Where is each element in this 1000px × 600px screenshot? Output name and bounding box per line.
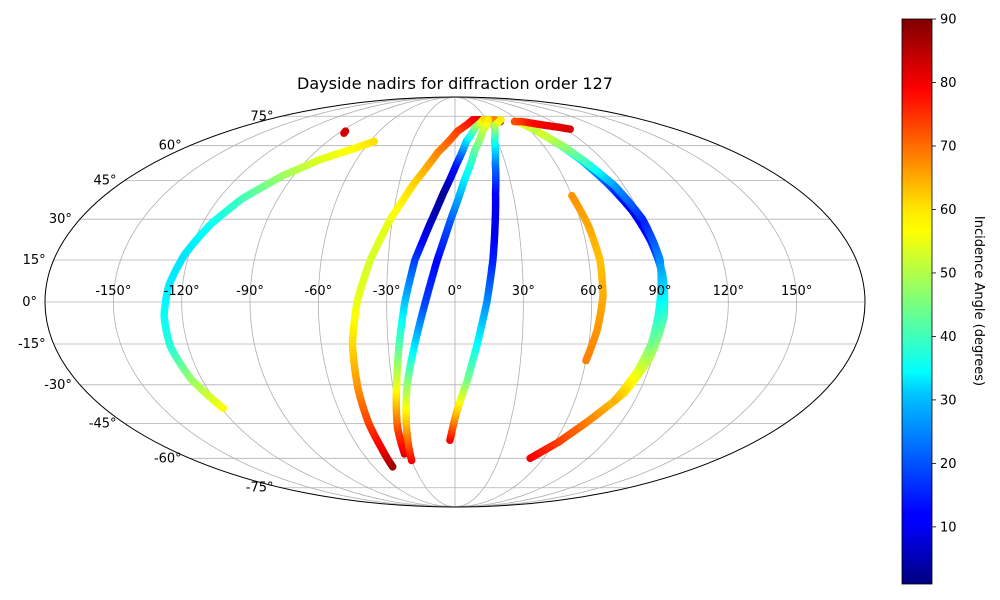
latitude-tick-label: 0°: [22, 295, 37, 310]
latitude-tick-label: 75°: [250, 109, 273, 124]
longitude-tick-labels: -150° -120° -90° -60° -30° 0° 30° 60° 90° 120° 150…: [95, 284, 812, 299]
latitude-tick-label: -30°: [44, 378, 72, 393]
colorbar-tick-label: 60: [940, 203, 957, 218]
colorbar-tick-label: 50: [940, 266, 957, 281]
data-point: [497, 115, 505, 124]
latitude-tick-label: -45°: [89, 416, 117, 431]
latitude-tick-label: 45°: [94, 174, 117, 189]
longitude-tick-label: 90°: [648, 284, 671, 299]
latitude-tick-label: -60°: [154, 451, 182, 466]
meridian-line: [249, 97, 456, 507]
meridian-line: [454, 97, 593, 507]
longitude-tick-label: -30°: [373, 284, 401, 299]
colorbar-tick-label: 40: [940, 330, 957, 345]
colorbar-tick-label: 30: [940, 393, 957, 408]
longitude-tick-label: -90°: [236, 284, 264, 299]
data-points: [160, 115, 669, 471]
longitude-tick-label: 0°: [448, 284, 463, 299]
longitude-tick-label: -120°: [164, 284, 200, 299]
colorbar-tick-label: 70: [940, 139, 957, 154]
meridian-line: [454, 97, 524, 507]
meridian-line: [454, 97, 798, 507]
meridian-line: [181, 97, 456, 507]
colorbar: [901, 18, 933, 585]
meridian-line: [454, 97, 729, 507]
colorbar-tick-label: 20: [940, 457, 957, 472]
data-point: [536, 129, 545, 137]
latitude-tick-label: 60°: [159, 139, 182, 154]
longitude-tick-label: 150°: [781, 284, 812, 299]
data-point: [341, 127, 350, 135]
latitude-tick-label: -15°: [18, 337, 46, 352]
latitude-tick-label: -75°: [246, 481, 274, 496]
longitude-tick-label: -150°: [95, 284, 131, 299]
data-point: [566, 125, 574, 133]
map-border: [44, 96, 866, 508]
grid: [45, 97, 865, 507]
meridian-line: [112, 97, 456, 507]
colorbar-label: Incidence Angle (degrees): [971, 216, 986, 386]
data-point: [484, 115, 493, 124]
data-point: [370, 137, 379, 146]
latitude-tick-label: 30°: [49, 212, 72, 227]
longitude-tick-label: -60°: [304, 284, 332, 299]
chart-title: Dayside nadirs for diffraction order 127: [297, 74, 613, 93]
colorbar-ticks: 10 20 30 40 50 60 70 80 90: [932, 13, 957, 535]
longitude-tick-label: 30°: [512, 284, 535, 299]
data-point: [568, 191, 576, 200]
latitude-tick-label: 15°: [23, 253, 46, 268]
colorbar-tick-label: 80: [940, 76, 957, 91]
longitude-tick-label: 60°: [580, 284, 603, 299]
longitude-tick-label: 120°: [713, 284, 744, 299]
colorbar-tick-label: 10: [940, 520, 957, 535]
colorbar-tick-label: 90: [940, 13, 957, 28]
latitude-tick-labels: -75° -60° -45° -30° -15° 0° 15° 30° 45° 60° 75°: [18, 109, 274, 495]
